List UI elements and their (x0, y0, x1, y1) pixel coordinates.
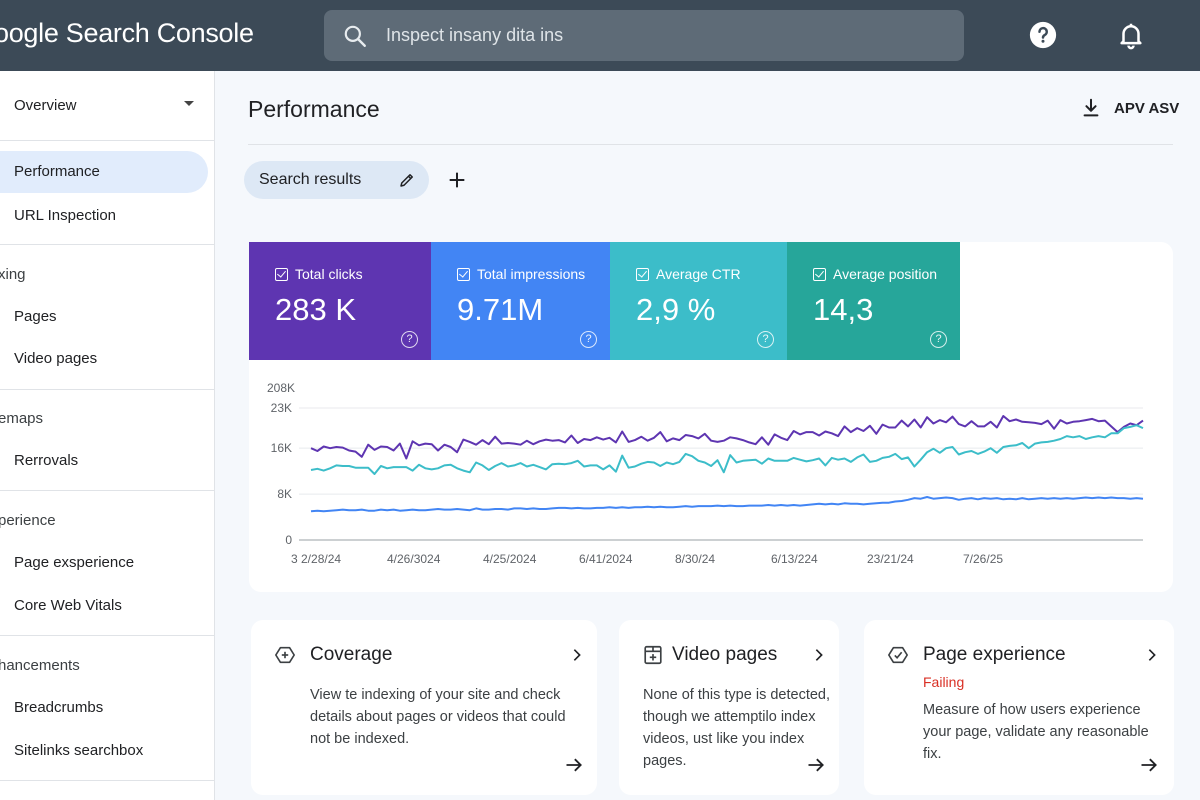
sidebar-divider (0, 635, 214, 636)
sidebar-item-overview[interactable]: Overview (14, 97, 77, 114)
x-tick-label: 7/26/25 (963, 552, 1003, 566)
performance-line-chart: 208K 23K 16K 8K 0 3 2/28/24 4/26/3024 4/25/2024… (267, 381, 1144, 566)
filter-chip-label: Search results (259, 171, 362, 188)
y-tick-label: 23K (271, 401, 292, 415)
search-input-placeholder: Inspect insany dita ins (386, 25, 564, 45)
app-title[interactable]: oogle Search Console (0, 18, 254, 48)
card-title: Coverage (310, 644, 393, 665)
metric-tile-average-position[interactable]: Average position 14,3 ? (787, 242, 960, 360)
sidebar-item-pages[interactable]: Pages (14, 308, 57, 325)
metric-label: Total impressions (477, 266, 586, 282)
coverage-icon (275, 646, 295, 664)
checkbox-icon[interactable] (813, 268, 826, 281)
edit-pencil-icon[interactable] (398, 171, 416, 189)
performance-chart-card: Total clicks 283 K ? Total impressions 9… (249, 242, 1173, 592)
help-icon[interactable] (1028, 20, 1058, 50)
help-circle-icon[interactable]: ? (401, 331, 418, 348)
sidebar-item-removals[interactable]: Rerrovals (14, 452, 79, 469)
card-description: None of this type is detected, though we… (643, 687, 830, 769)
sidebar-divider (0, 490, 214, 491)
x-tick-label: 23/21/24 (867, 552, 914, 566)
bell-icon[interactable] (1116, 20, 1146, 50)
sidebar-item-core-web-vitals[interactable]: Core Web Vitals (14, 597, 122, 614)
sidebar-item-page-experience[interactable]: Page exsperience (14, 554, 135, 571)
chevron-right-icon[interactable] (569, 647, 585, 663)
main-divider (248, 144, 1173, 145)
status-badge-failing: Failing (923, 674, 965, 690)
help-circle-icon[interactable]: ? (930, 331, 947, 348)
metric-label: Total clicks (295, 266, 363, 282)
checkbox-icon[interactable] (457, 268, 470, 281)
property-dropdown-caret-icon[interactable] (184, 101, 194, 106)
arrow-right-icon[interactable] (806, 755, 826, 775)
metric-label: Average position (833, 266, 938, 282)
sidebar-item-breadcrumbs[interactable]: Breadcrumbs (14, 699, 104, 716)
sidebar-divider (0, 780, 214, 781)
sidebar-item-url-inspection[interactable]: URL Inspection (14, 207, 116, 224)
metric-tile-average-ctr[interactable]: Average CTR 2,9 % ? (610, 242, 787, 360)
sidebar-nav: Overview Performance URL Inspection xing… (0, 71, 215, 800)
sidebar-section-experience: perience (0, 512, 56, 529)
x-tick-label: 3 2/28/24 (291, 552, 341, 566)
sidebar-active-highlight (0, 151, 208, 193)
page-experience-icon (888, 646, 908, 664)
export-label: APV ASV (1114, 99, 1180, 117)
metric-tile-total-clicks[interactable]: Total clicks 283 K ? (249, 242, 431, 360)
arrow-right-icon[interactable] (1139, 755, 1159, 775)
coverage-card[interactable]: Coverage View te indexing of your site a… (251, 620, 597, 795)
card-description: Measure of how users experience your pag… (923, 702, 1149, 762)
y-axis-top-label: 208K (267, 381, 295, 395)
page-experience-card[interactable]: Page experience Failing Measure of how u… (864, 620, 1174, 795)
help-circle-icon[interactable]: ? (757, 331, 774, 348)
sidebar-divider (0, 244, 214, 245)
x-tick-label: 6/41/2024 (579, 552, 633, 566)
sidebar-section-sitemaps[interactable]: emaps (0, 410, 44, 427)
series-line-2 (310, 424, 1144, 475)
y-tick-label: 8K (277, 487, 292, 501)
page-title: Performance (248, 96, 380, 122)
sidebar-divider (0, 140, 214, 141)
video-page-icon (644, 645, 662, 665)
series-line-3 (310, 496, 1144, 513)
add-filter-plus-icon[interactable] (446, 169, 468, 191)
sidebar-item-video-pages[interactable]: Video pages (14, 350, 98, 367)
x-tick-label: 4/26/3024 (387, 552, 441, 566)
series-line-1 (310, 415, 1144, 460)
card-title: Video pages (672, 644, 778, 665)
sidebar-divider (0, 389, 214, 390)
metric-value: 14,3 (813, 292, 874, 327)
search-icon (344, 25, 366, 47)
url-inspection-search[interactable]: Inspect insany dita ins (324, 10, 964, 61)
video-pages-card[interactable]: Video pages None of this type is detecte… (619, 620, 839, 795)
x-tick-label: 6/13/224 (771, 552, 818, 566)
sidebar-section-enhancements: hancements (0, 657, 80, 674)
metric-tile-total-impressions[interactable]: Total impressions 9.71M ? (431, 242, 610, 360)
metric-label: Average CTR (656, 266, 741, 282)
sidebar-item-performance[interactable]: Performance (14, 163, 100, 180)
chevron-right-icon[interactable] (1144, 647, 1160, 663)
export-button[interactable]: APV ASV (1080, 96, 1179, 120)
help-circle-icon[interactable]: ? (580, 331, 597, 348)
x-tick-label: 8/30/24 (675, 552, 715, 566)
card-title: Page experience (923, 644, 1066, 665)
sidebar-section-indexing: xing (0, 266, 26, 283)
download-icon (1083, 98, 1099, 117)
x-tick-label: 4/25/2024 (483, 552, 537, 566)
y-tick-label: 0 (285, 533, 292, 547)
arrow-right-icon[interactable] (564, 755, 584, 775)
metric-value: 283 K (275, 292, 357, 327)
search-type-filter-chip[interactable]: Search results (244, 161, 429, 199)
y-tick-label: 16K (271, 441, 292, 455)
checkbox-icon[interactable] (636, 268, 649, 281)
chevron-right-icon[interactable] (811, 647, 827, 663)
sidebar-item-sitelinks-searchbox[interactable]: Sitelinks searchbox (14, 742, 144, 759)
metric-value: 2,9 % (636, 292, 716, 327)
card-description: View te indexing of your site and check … (310, 687, 566, 747)
top-app-bar: oogle Search Console Inspect insany dita… (0, 0, 1200, 71)
metric-value: 9.71M (457, 292, 544, 327)
checkbox-icon[interactable] (275, 268, 288, 281)
